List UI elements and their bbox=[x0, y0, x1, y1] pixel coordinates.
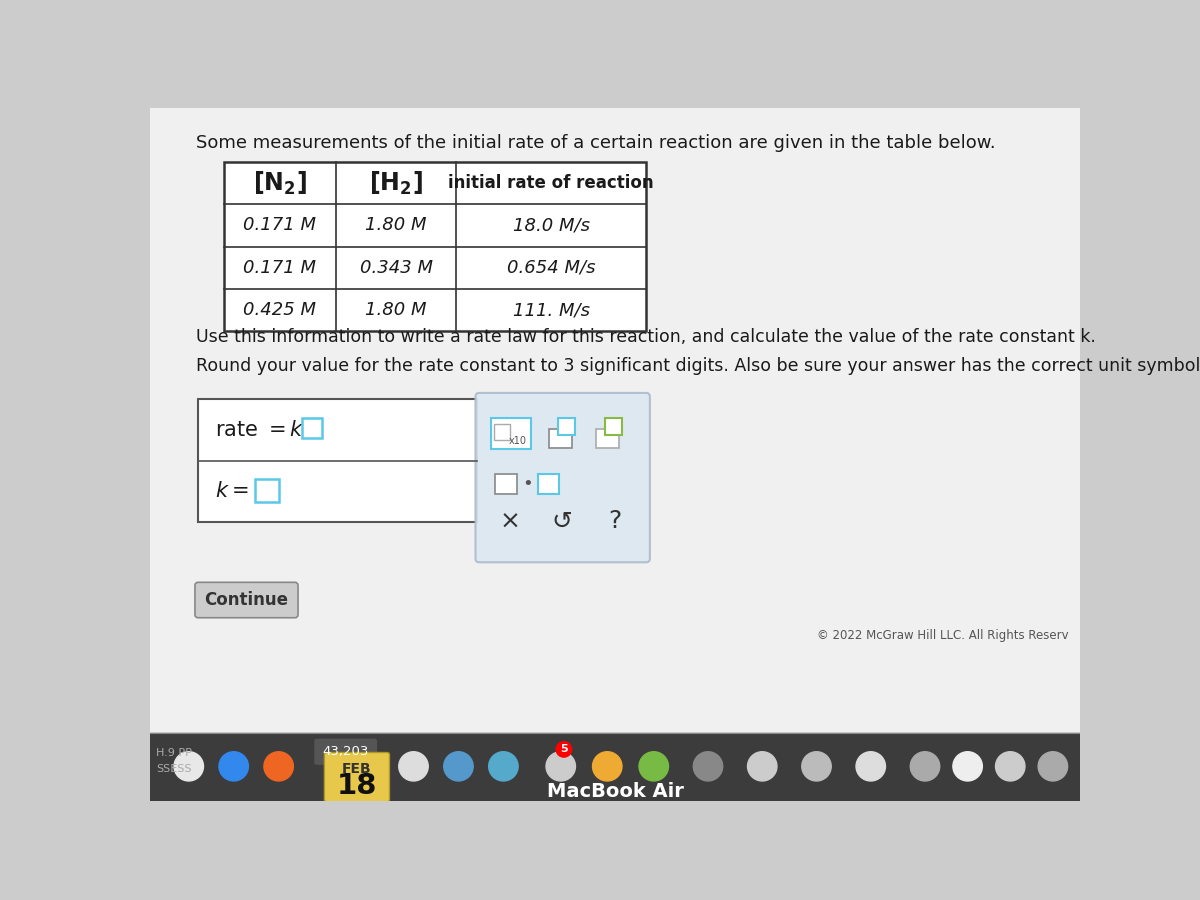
Text: 18: 18 bbox=[337, 771, 377, 799]
Bar bbox=[256, 479, 278, 502]
Text: $\mathbf{[N_2]}$: $\mathbf{[N_2]}$ bbox=[253, 169, 307, 197]
Bar bbox=[538, 473, 559, 494]
Text: ×: × bbox=[500, 509, 521, 534]
Circle shape bbox=[856, 752, 886, 781]
Text: 0.171 M: 0.171 M bbox=[244, 216, 317, 234]
Text: MacBook Air: MacBook Air bbox=[546, 782, 684, 801]
Bar bbox=[595, 429, 619, 447]
Text: 5: 5 bbox=[560, 744, 568, 754]
Text: $\mathbf{[H_2]}$: $\mathbf{[H_2]}$ bbox=[370, 169, 422, 197]
Circle shape bbox=[593, 752, 622, 781]
Bar bbox=[605, 418, 622, 436]
Circle shape bbox=[546, 752, 576, 781]
Bar bbox=[494, 425, 510, 440]
Text: Continue: Continue bbox=[204, 591, 288, 609]
Circle shape bbox=[953, 752, 983, 781]
Bar bbox=[150, 734, 1080, 803]
Circle shape bbox=[911, 752, 940, 781]
Text: ?: ? bbox=[608, 509, 622, 534]
Text: Some measurements of the initial rate of a certain reaction are given in the tab: Some measurements of the initial rate of… bbox=[197, 133, 996, 151]
FancyBboxPatch shape bbox=[324, 752, 390, 802]
Bar bbox=[550, 429, 572, 447]
Text: FEB: FEB bbox=[342, 761, 372, 776]
Text: ↺: ↺ bbox=[552, 509, 572, 534]
FancyBboxPatch shape bbox=[194, 582, 298, 617]
Bar bbox=[302, 418, 322, 438]
Circle shape bbox=[398, 752, 428, 781]
Text: 1.80 M: 1.80 M bbox=[365, 302, 427, 319]
Text: H.9 PP: H.9 PP bbox=[156, 748, 192, 759]
Circle shape bbox=[218, 752, 248, 781]
Text: 1.80 M: 1.80 M bbox=[365, 216, 427, 234]
Text: $k =$: $k =$ bbox=[215, 482, 248, 501]
Circle shape bbox=[694, 752, 722, 781]
Bar bbox=[198, 399, 478, 522]
Circle shape bbox=[748, 752, 776, 781]
Text: 0.343 M: 0.343 M bbox=[360, 259, 432, 277]
Text: initial rate of reaction: initial rate of reaction bbox=[449, 174, 654, 192]
Text: 0.654 M/s: 0.654 M/s bbox=[506, 259, 595, 277]
Text: 0.171 M: 0.171 M bbox=[244, 259, 317, 277]
Bar bbox=[494, 473, 516, 494]
Circle shape bbox=[174, 752, 204, 781]
Circle shape bbox=[1038, 752, 1068, 781]
Bar bbox=[223, 162, 646, 331]
Circle shape bbox=[996, 752, 1025, 781]
Circle shape bbox=[264, 752, 293, 781]
Circle shape bbox=[802, 752, 832, 781]
Text: 18.0 M/s: 18.0 M/s bbox=[512, 216, 589, 234]
Bar bbox=[558, 418, 576, 436]
Text: 0.425 M: 0.425 M bbox=[244, 302, 317, 319]
Circle shape bbox=[488, 752, 518, 781]
Text: Round your value for the rate constant to 3 significant digits. Also be sure you: Round your value for the rate constant t… bbox=[197, 357, 1200, 375]
Circle shape bbox=[444, 752, 473, 781]
Circle shape bbox=[556, 742, 571, 757]
Text: x10: x10 bbox=[509, 436, 527, 446]
FancyBboxPatch shape bbox=[475, 393, 650, 562]
Bar bbox=[491, 418, 532, 449]
Circle shape bbox=[640, 752, 668, 781]
Text: SSESS: SSESS bbox=[156, 764, 192, 774]
Text: © 2022 McGraw Hill LLC. All Rights Reserv: © 2022 McGraw Hill LLC. All Rights Reser… bbox=[817, 629, 1068, 642]
Text: •: • bbox=[522, 475, 533, 493]
Text: rate $= k$: rate $= k$ bbox=[215, 420, 305, 440]
Text: Use this information to write a rate law for this reaction, and calculate the va: Use this information to write a rate law… bbox=[197, 328, 1097, 346]
Text: 43,203: 43,203 bbox=[322, 745, 368, 758]
FancyBboxPatch shape bbox=[314, 739, 377, 765]
Text: 111. M/s: 111. M/s bbox=[512, 302, 589, 319]
